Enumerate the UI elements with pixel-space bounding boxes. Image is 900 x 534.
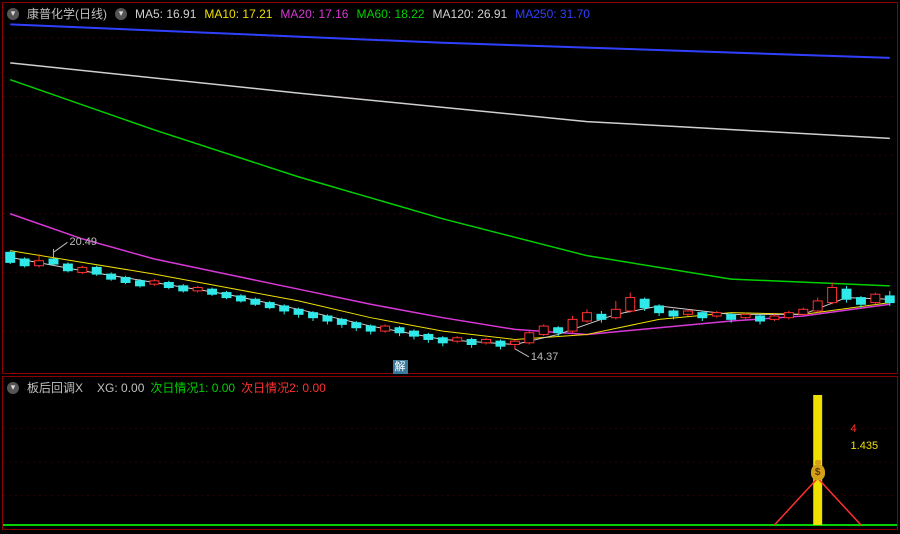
indicator-legend-item: 次日情况1: 0.00 (150, 381, 235, 395)
indicator-legend: XG: 0.00 次日情况1: 0.00 次日情况2: 0.00 (91, 379, 326, 396)
ma-legend-item: MA250: 31.70 (515, 7, 590, 21)
indicator-title: 板后回调X (27, 379, 83, 396)
main-chart-header: ▾ 康普化学(日线) ▾ MA5: 16.91 MA10: 17.21 MA20: … (7, 5, 598, 22)
ma-legend-item: MA5: 16.91 (135, 7, 196, 21)
indicator-value: 4 (851, 423, 857, 435)
price-label: 20.49 (69, 236, 97, 248)
sub-chart-header: ▾ 板后回调X XG: 0.00 次日情况1: 0.00 次日情况2: 0.00 (7, 379, 326, 396)
collapse-icon[interactable]: ▾ (7, 382, 19, 394)
indicator-legend-item: XG: 0.00 (97, 381, 144, 395)
money-bag-icon: $ (811, 464, 825, 480)
ma-legend-item: MA60: 18.22 (356, 7, 424, 21)
price-chart-svg (3, 3, 897, 373)
settings-icon[interactable]: ▾ (115, 8, 127, 20)
price-label: 14.37 (531, 351, 559, 363)
indicator-value: 1.435 (851, 440, 879, 452)
ma-legend: MA5: 16.91 MA10: 17.21 MA20: 17.16 MA60: 18… (135, 7, 598, 21)
stock-title: 康普化学(日线) (27, 5, 107, 22)
price-chart-panel[interactable]: ▾ 康普化学(日线) ▾ MA5: 16.91 MA10: 17.21 MA20: … (2, 2, 898, 374)
indicator-panel[interactable]: ▾ 板后回调X XG: 0.00 次日情况1: 0.00 次日情况2: 0.00 4… (2, 376, 898, 530)
indicator-legend-item: 次日情况2: 0.00 (241, 381, 326, 395)
ma-legend-item: MA10: 17.21 (204, 7, 272, 21)
ma-legend-item: MA120: 26.91 (433, 7, 508, 21)
ma-legend-item: MA20: 17.16 (280, 7, 348, 21)
collapse-icon[interactable]: ▾ (7, 8, 19, 20)
event-marker[interactable]: 解 (393, 360, 408, 374)
indicator-chart-svg (3, 377, 897, 529)
